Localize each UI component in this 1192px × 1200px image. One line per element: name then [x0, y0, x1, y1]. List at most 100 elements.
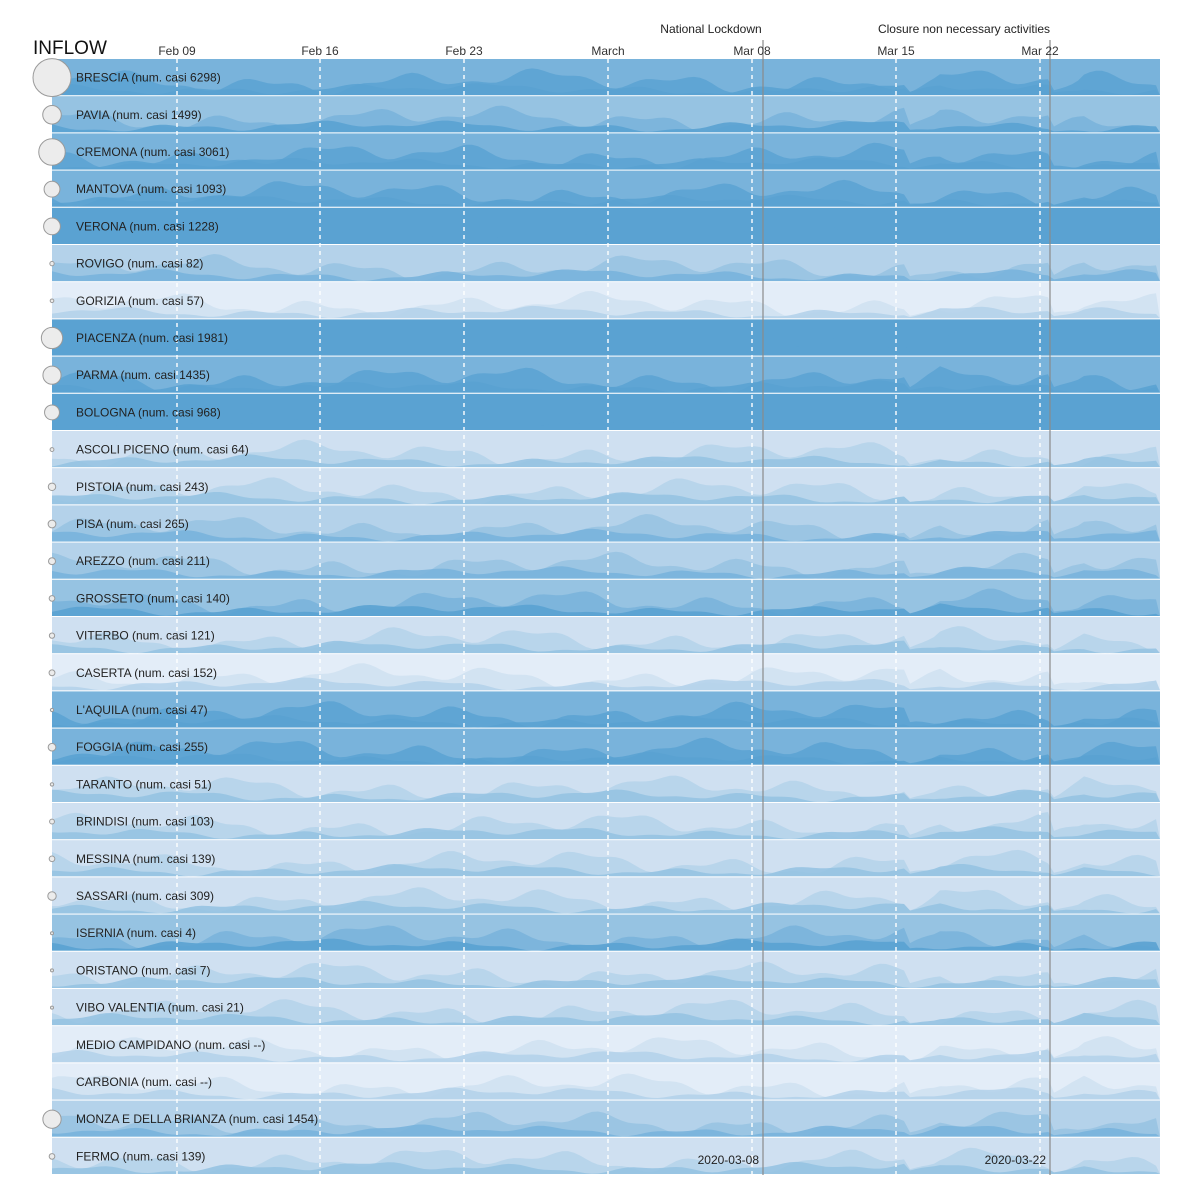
- band-layer-2: [52, 417, 1160, 431]
- row-label-vibo-valentia: VIBO VALENTIA (num. casi 21): [76, 1001, 244, 1015]
- band-layer-2: [52, 157, 1160, 170]
- band-foggia: [52, 728, 1160, 766]
- row-label-monza-e-della-brianza: MONZA E DELLA BRIANZA (num. casi 1454): [76, 1112, 318, 1126]
- band-cremona: [52, 133, 1160, 171]
- band-parma: [52, 356, 1160, 394]
- x-tick-label-5: Mar 15: [877, 44, 915, 58]
- event-date-1: 2020-03-22: [985, 1153, 1047, 1167]
- row-label-ascoli-piceno: ASCOLI PICENO (num. casi 64): [76, 443, 249, 457]
- case-circle-verona: [43, 217, 61, 236]
- band-layer-2: [52, 231, 1160, 244]
- case-circle-cremona: [38, 138, 66, 166]
- case-circle-viterbo: [48, 632, 56, 639]
- band-layer-2: [52, 640, 1160, 654]
- case-circle-isernia: [50, 931, 54, 936]
- row-label-pavia: PAVIA (num. casi 1499): [76, 108, 202, 122]
- band-grosseto: [52, 579, 1160, 617]
- band-layer-2: [52, 864, 1160, 877]
- band-medio-campidano: [52, 1026, 1160, 1064]
- band-bologna: [52, 393, 1160, 431]
- case-circle-bologna: [44, 404, 60, 421]
- band-layer-2: [52, 454, 1160, 468]
- band-layer-1: [52, 849, 1160, 877]
- band-taranto: [52, 765, 1160, 803]
- x-ticks-layer: Feb 09 Feb 16 Feb 23 March Mar 08 Mar 15 Mar 2…: [158, 44, 1059, 58]
- band-layer-2: [52, 343, 1160, 356]
- case-circle-fermo: [48, 1153, 56, 1160]
- case-circle-vibo-valentia: [50, 1005, 54, 1010]
- case-circle-l-aquila: [49, 707, 55, 713]
- chart-title: INFLOW: [33, 38, 107, 59]
- band-layer-2: [52, 900, 1160, 914]
- row-label-medio-campidano: MEDIO CAMPIDANO (num. casi --): [76, 1038, 265, 1052]
- band-arezzo: [52, 542, 1160, 580]
- band-pisa: [52, 505, 1160, 543]
- band-layer-1: [52, 961, 1160, 988]
- band-viterbo: [52, 617, 1160, 655]
- band-mantova: [52, 170, 1160, 208]
- band-carbonia: [52, 1063, 1160, 1101]
- row-label-pistoia: PISTOIA (num. casi 243): [76, 480, 209, 494]
- row-label-fermo: FERMO (num. casi 139): [76, 1149, 205, 1163]
- band-caserta: [52, 654, 1160, 692]
- x-tick-label-2: Feb 23: [445, 44, 483, 58]
- band-sassari: [52, 877, 1160, 915]
- case-circle-rovigo: [49, 260, 55, 267]
- band-layer-1: [52, 216, 1160, 244]
- band-vibo-valentia: [52, 989, 1160, 1027]
- case-circle-monza-e-della-brianza: [42, 1109, 62, 1129]
- case-circle-caserta: [48, 669, 56, 677]
- case-circle-taranto: [49, 782, 55, 787]
- band-layer-2: [52, 603, 1160, 616]
- band-layer-1: [52, 439, 1160, 468]
- band-layer-2: [52, 1087, 1160, 1100]
- band-rovigo: [52, 245, 1160, 283]
- row-label-rovigo: ROVIGO (num. casi 82): [76, 257, 203, 271]
- band-layer-2: [52, 380, 1160, 393]
- band-layer-2: [52, 1124, 1160, 1137]
- band-layer-2: [52, 83, 1160, 96]
- case-circle-pistoia: [47, 482, 57, 492]
- x-tick-label-6: Mar 22: [1021, 44, 1059, 58]
- band-pavia: [52, 96, 1160, 134]
- band-layer-1: [52, 588, 1160, 616]
- band-layer-1: [52, 737, 1160, 765]
- band-brescia: [52, 59, 1160, 97]
- band-layer-2: [52, 305, 1160, 319]
- band-brindisi: [52, 803, 1160, 841]
- band-verona: [52, 207, 1160, 245]
- events-layer: National Lockdown 2020-03-08 Closure non n…: [660, 22, 1051, 1175]
- band-isernia: [52, 914, 1160, 952]
- band-layer-1: [52, 551, 1160, 580]
- row-label-oristano: ORISTANO (num. casi 7): [76, 963, 210, 977]
- band-monza-e-della-brianza: [52, 1100, 1160, 1138]
- row-label-caserta: CASERTA (num. casi 152): [76, 666, 217, 680]
- band-oristano: [52, 951, 1160, 989]
- band-l-aquila: [52, 691, 1160, 729]
- row-label-sassari: SASSARI (num. casi 309): [76, 889, 214, 903]
- band-layer-2: [52, 975, 1160, 988]
- row-label-mantova: MANTOVA (num. casi 1093): [76, 182, 226, 196]
- band-layer-2: [52, 938, 1160, 951]
- grid-layer: [176, 59, 1041, 1175]
- band-layer-2: [52, 1012, 1160, 1026]
- row-label-pisa: PISA (num. casi 265): [76, 517, 189, 531]
- bands-layer: [52, 59, 1160, 1175]
- band-layer-1: [52, 291, 1160, 319]
- case-circle-oristano: [50, 968, 54, 973]
- row-label-grosseto: GROSSETO (num. casi 140): [76, 591, 230, 605]
- band-layer-2: [52, 1161, 1160, 1174]
- row-labels-layer: BRESCIA (num. casi 6298) PAVIA (num. casi…: [32, 58, 318, 1163]
- case-circle-parma: [42, 365, 62, 385]
- band-messina: [52, 840, 1160, 878]
- band-layer-1: [52, 142, 1160, 170]
- row-label-isernia: ISERNIA (num. casi 4): [76, 926, 196, 940]
- row-label-gorizia: GORIZIA (num. casi 57): [76, 294, 204, 308]
- x-tick-label-3: March: [591, 44, 624, 58]
- band-layer-2: [52, 528, 1160, 542]
- case-circle-grosseto: [48, 595, 56, 602]
- row-label-brescia: BRESCIA (num. casi 6298): [76, 71, 221, 85]
- band-layer-2: [52, 268, 1160, 282]
- row-label-arezzo: AREZZO (num. casi 211): [76, 554, 210, 568]
- row-label-cremona: CREMONA (num. casi 3061): [76, 145, 229, 159]
